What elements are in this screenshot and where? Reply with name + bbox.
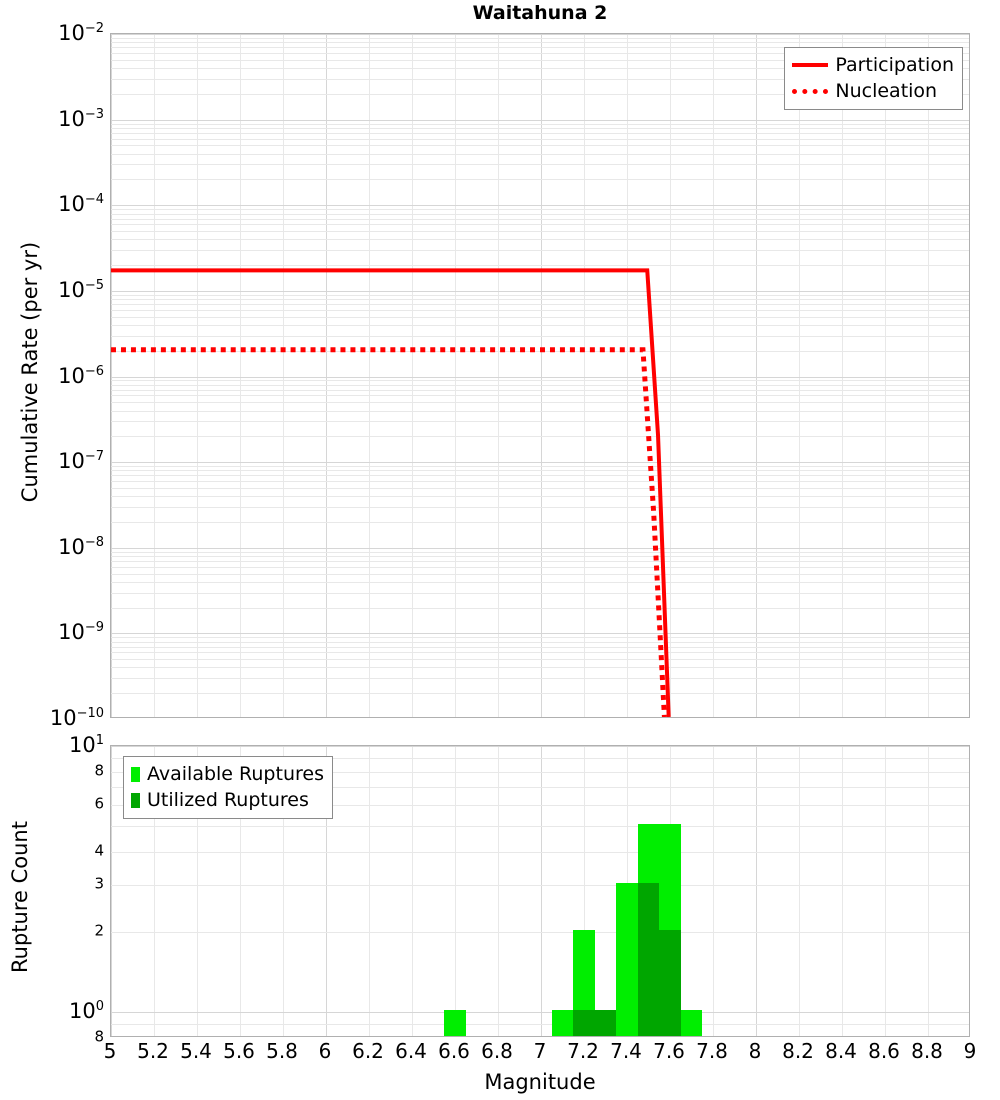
x-tick-label: 7.6 bbox=[653, 1041, 685, 1061]
y-tick-label: 101 bbox=[69, 734, 104, 756]
y-axis-label-top: Cumulative Rate (per yr) bbox=[18, 92, 42, 652]
nucleation-curve bbox=[111, 350, 664, 717]
bar-utilized bbox=[573, 1010, 595, 1036]
legend-item-available[interactable]: Available Ruptures bbox=[131, 761, 324, 787]
gridline-v bbox=[756, 746, 757, 1036]
x-tick-label: 8.4 bbox=[825, 1041, 857, 1061]
y-tick-label-minor: 6 bbox=[94, 797, 104, 812]
gridline-h bbox=[111, 1024, 969, 1025]
gridline-h bbox=[111, 885, 969, 886]
y-tick-label-minor: 4 bbox=[94, 843, 104, 858]
y-axis-label-bottom: Rupture Count bbox=[8, 777, 32, 1017]
available-swatch-icon bbox=[131, 767, 140, 782]
x-tick-label: 5.4 bbox=[180, 1041, 212, 1061]
gridline-h bbox=[111, 932, 969, 933]
utilized-swatch-icon bbox=[131, 793, 140, 808]
legend-label-available: Available Ruptures bbox=[147, 765, 324, 784]
nucleation-line-icon bbox=[792, 89, 828, 94]
x-tick-label: 8.6 bbox=[868, 1041, 900, 1061]
y-tick-label: 10−7 bbox=[58, 450, 104, 472]
bar-available bbox=[552, 1010, 574, 1036]
gridline-v bbox=[455, 746, 456, 1036]
gridline-v bbox=[842, 746, 843, 1036]
bar-available bbox=[444, 1010, 466, 1036]
x-tick-label: 7.8 bbox=[696, 1041, 728, 1061]
participation-curve bbox=[111, 270, 669, 717]
x-tick-label: 6.2 bbox=[352, 1041, 384, 1061]
y-tick-label-minor: 8 bbox=[94, 1030, 104, 1045]
x-tick-label: 6.4 bbox=[395, 1041, 427, 1061]
bar-available bbox=[681, 1010, 703, 1036]
figure-canvas: Waitahuna 2 Participation Nucleation 10−… bbox=[0, 0, 1000, 1100]
gridline-v bbox=[412, 746, 413, 1036]
x-tick-label: 5.2 bbox=[137, 1041, 169, 1061]
x-tick-label: 5.8 bbox=[266, 1041, 298, 1061]
x-tick-label: 6 bbox=[319, 1041, 332, 1061]
x-tick-label: 5 bbox=[104, 1041, 117, 1061]
gridline-v bbox=[799, 746, 800, 1036]
x-axis-label: Magnitude bbox=[110, 1070, 970, 1094]
bar-utilized bbox=[595, 1010, 617, 1036]
gridline-v bbox=[713, 746, 714, 1036]
gridline-v bbox=[369, 746, 370, 1036]
y-tick-label: 10−5 bbox=[58, 279, 104, 301]
x-tick-label: 6.6 bbox=[438, 1041, 470, 1061]
y-tick-label: 100 bbox=[69, 1000, 104, 1022]
y-tick-label: 10−4 bbox=[58, 193, 104, 215]
legend-histogram: Available Ruptures Utilized Ruptures bbox=[123, 756, 333, 819]
gridline-h bbox=[111, 826, 969, 827]
gridline-v bbox=[928, 746, 929, 1036]
bar-utilized bbox=[638, 883, 660, 1036]
x-tick-label: 7.2 bbox=[567, 1041, 599, 1061]
x-tick-label: 8.8 bbox=[911, 1041, 943, 1061]
y-tick-label: 10−9 bbox=[58, 621, 104, 643]
bar-available bbox=[616, 883, 638, 1036]
legend-item-participation[interactable]: Participation bbox=[792, 52, 954, 78]
x-tick-label: 8 bbox=[749, 1041, 762, 1061]
x-tick-label: 5.6 bbox=[223, 1041, 255, 1061]
gridline-v bbox=[498, 746, 499, 1036]
y-tick-label: 10−6 bbox=[58, 365, 104, 387]
y-tick-label: 10−8 bbox=[58, 536, 104, 558]
x-tick-label: 8.2 bbox=[782, 1041, 814, 1061]
y-tick-label: 10−10 bbox=[50, 707, 104, 729]
gridline-v bbox=[885, 746, 886, 1036]
y-tick-label-minor: 2 bbox=[94, 924, 104, 939]
y-tick-label: 10−2 bbox=[58, 22, 104, 44]
y-tick-label-minor: 8 bbox=[94, 763, 104, 778]
gridline-h bbox=[111, 852, 969, 853]
x-tick-label: 7.4 bbox=[610, 1041, 642, 1061]
rupture-count-plot-area: Available Ruptures Utilized Ruptures bbox=[110, 745, 970, 1037]
legend-item-utilized[interactable]: Utilized Ruptures bbox=[131, 787, 324, 813]
gridline-v bbox=[111, 746, 112, 1036]
x-tick-label: 9 bbox=[964, 1041, 977, 1061]
mfd-curves bbox=[111, 34, 969, 717]
gridline-h bbox=[111, 1012, 969, 1013]
legend-label-utilized: Utilized Ruptures bbox=[147, 791, 309, 810]
y-tick-label: 10−3 bbox=[58, 108, 104, 130]
legend-label-nucleation: Nucleation bbox=[835, 82, 937, 101]
page-title: Waitahuna 2 bbox=[110, 2, 970, 24]
legend-mfd: Participation Nucleation bbox=[784, 47, 963, 110]
bar-utilized bbox=[659, 930, 681, 1036]
y-tick-label-minor: 3 bbox=[94, 877, 104, 892]
x-tick-label: 6.8 bbox=[481, 1041, 513, 1061]
gridline-h bbox=[111, 746, 969, 747]
y-axis-ticks-top: 10−210−310−410−510−610−710−810−910−10 bbox=[0, 33, 104, 718]
x-tick-label: 7 bbox=[534, 1041, 547, 1061]
legend-label-participation: Participation bbox=[835, 56, 954, 75]
gridline-v bbox=[541, 746, 542, 1036]
participation-line-icon bbox=[792, 63, 828, 67]
mfd-plot-area: Participation Nucleation bbox=[110, 33, 970, 718]
legend-item-nucleation[interactable]: Nucleation bbox=[792, 78, 954, 104]
